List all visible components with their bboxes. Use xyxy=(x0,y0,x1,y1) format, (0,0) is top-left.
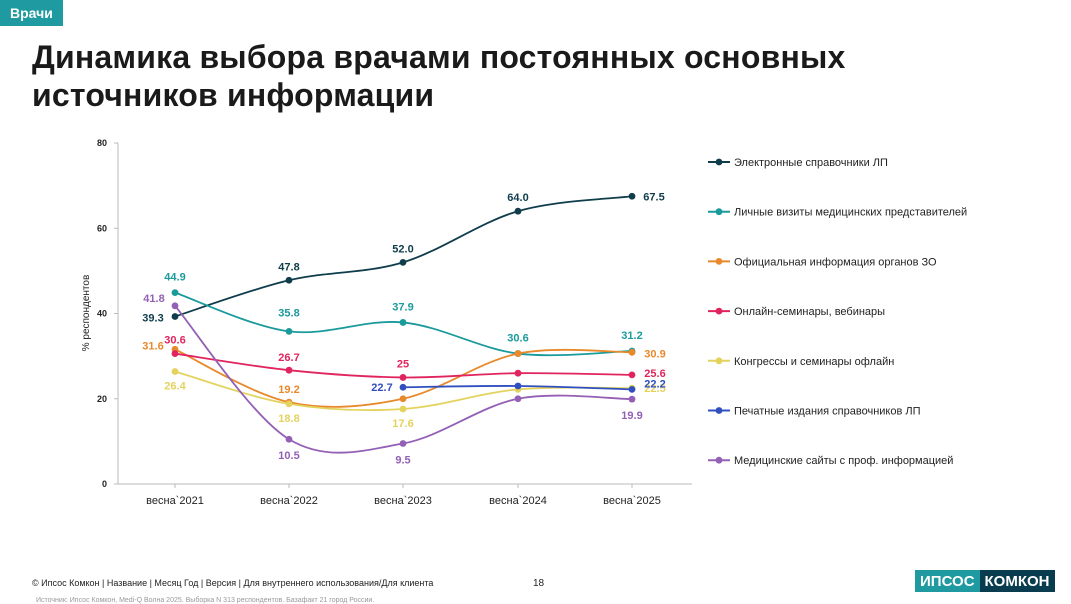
footer-copyright: © Ипсос Комкон | Название | Месяц Год | … xyxy=(32,578,434,588)
legend-label: Печатные издания справочников ЛП xyxy=(734,406,921,418)
y-tick-label: 0 xyxy=(102,479,107,489)
data-point xyxy=(399,258,407,266)
data-label: 26.4 xyxy=(164,380,186,392)
data-point xyxy=(399,319,407,326)
legend-label: Медицинские сайты с проф. информацией xyxy=(734,455,953,467)
y-axis-label: % респондентов xyxy=(81,275,92,352)
data-label: 44.9 xyxy=(164,272,185,284)
data-label: 26.7 xyxy=(278,352,299,364)
x-tick-label: весна`2021 xyxy=(146,495,204,507)
y-tick-label: 40 xyxy=(97,309,107,319)
section-tag: Врачи xyxy=(0,0,63,26)
data-label: 18.8 xyxy=(278,413,299,425)
data-label: 30.9 xyxy=(644,348,665,360)
data-point xyxy=(285,328,293,335)
page-title: Динамика выбора врачами постоянных основ… xyxy=(32,39,846,113)
source-note: Источник: Ипсос Комкон, Medi-Q Волна 202… xyxy=(36,597,375,604)
data-point xyxy=(399,383,407,391)
legend-marker xyxy=(715,208,723,216)
legend-marker xyxy=(715,357,723,365)
data-label: 31.6 xyxy=(142,340,163,352)
legend-label: Личные визиты медицинских представителей xyxy=(734,207,967,219)
data-label: 9.5 xyxy=(395,455,410,467)
data-label: 30.6 xyxy=(164,335,185,347)
legend-marker xyxy=(715,158,723,166)
legend-label: Электронные справочники ЛП xyxy=(734,157,888,169)
data-point xyxy=(399,395,407,403)
data-label: 19.9 xyxy=(621,410,642,422)
data-label: 22.5 xyxy=(644,383,665,395)
data-point xyxy=(285,435,293,443)
data-point xyxy=(514,382,522,390)
data-point xyxy=(628,348,636,356)
data-point xyxy=(628,385,636,393)
logo-part-b: КОМКОН xyxy=(979,570,1055,592)
legend-marker xyxy=(715,407,723,414)
data-point xyxy=(399,374,407,381)
data-label: 39.3 xyxy=(142,312,163,324)
data-point xyxy=(514,369,522,377)
series-line xyxy=(174,195,633,318)
y-tick-label: 20 xyxy=(97,394,107,404)
data-label: 64.0 xyxy=(507,192,528,204)
ipsos-comcon-logo: ИПСОС КОМКОН xyxy=(915,570,1055,592)
data-point xyxy=(171,289,179,297)
data-label: 25.6 xyxy=(644,368,665,380)
page-number: 18 xyxy=(533,578,545,589)
data-point xyxy=(628,395,636,403)
x-tick-label: весна`2024 xyxy=(489,495,547,507)
data-point xyxy=(285,400,293,408)
data-label: 37.9 xyxy=(392,301,413,313)
data-label: 19.2 xyxy=(278,384,299,396)
data-point xyxy=(171,350,179,357)
data-point xyxy=(399,405,407,413)
data-label: 30.6 xyxy=(507,333,528,345)
data-point xyxy=(171,368,179,375)
data-label: 67.5 xyxy=(643,191,664,203)
data-point xyxy=(514,350,522,357)
data-label: 22.2 xyxy=(644,378,665,390)
x-tick-label: весна`2025 xyxy=(603,495,661,507)
legend-marker xyxy=(715,456,723,464)
y-tick-label: 60 xyxy=(97,223,107,233)
data-label: 52.0 xyxy=(392,243,413,255)
data-label: 25 xyxy=(397,358,409,370)
data-label: 31.2 xyxy=(621,330,642,342)
data-point xyxy=(628,192,636,200)
logo-part-a: ИПСОС xyxy=(915,570,980,592)
data-point xyxy=(399,440,407,447)
data-label: 17.6 xyxy=(392,418,413,430)
legend-marker xyxy=(715,258,723,265)
data-point xyxy=(514,395,522,403)
series-line xyxy=(174,305,633,454)
data-label: 47.8 xyxy=(278,261,299,273)
data-label: 41.8 xyxy=(143,293,164,305)
data-point xyxy=(514,207,522,215)
line-chart: 0 20 40 60 80 весна`2021 весна`2022 весна`2023 в… xyxy=(81,138,967,507)
x-tick-label: весна`2023 xyxy=(374,495,432,507)
x-tick-label: весна`2022 xyxy=(260,495,318,507)
legend-label: Официальная информация органов ЗО xyxy=(734,256,937,268)
data-label: 10.5 xyxy=(278,450,299,462)
legend-label: Онлайн-семинары, вебинары xyxy=(734,306,885,318)
data-label: 35.8 xyxy=(278,307,299,319)
data-point xyxy=(171,302,179,310)
data-point xyxy=(285,276,293,284)
data-label: 22.7 xyxy=(371,382,392,394)
y-tick-label: 80 xyxy=(97,138,107,148)
data-point xyxy=(628,371,636,379)
legend-label: Конгрессы и семинары офлайн xyxy=(734,356,894,368)
data-point xyxy=(285,366,293,374)
legend-marker xyxy=(715,307,723,315)
data-point xyxy=(171,313,179,320)
